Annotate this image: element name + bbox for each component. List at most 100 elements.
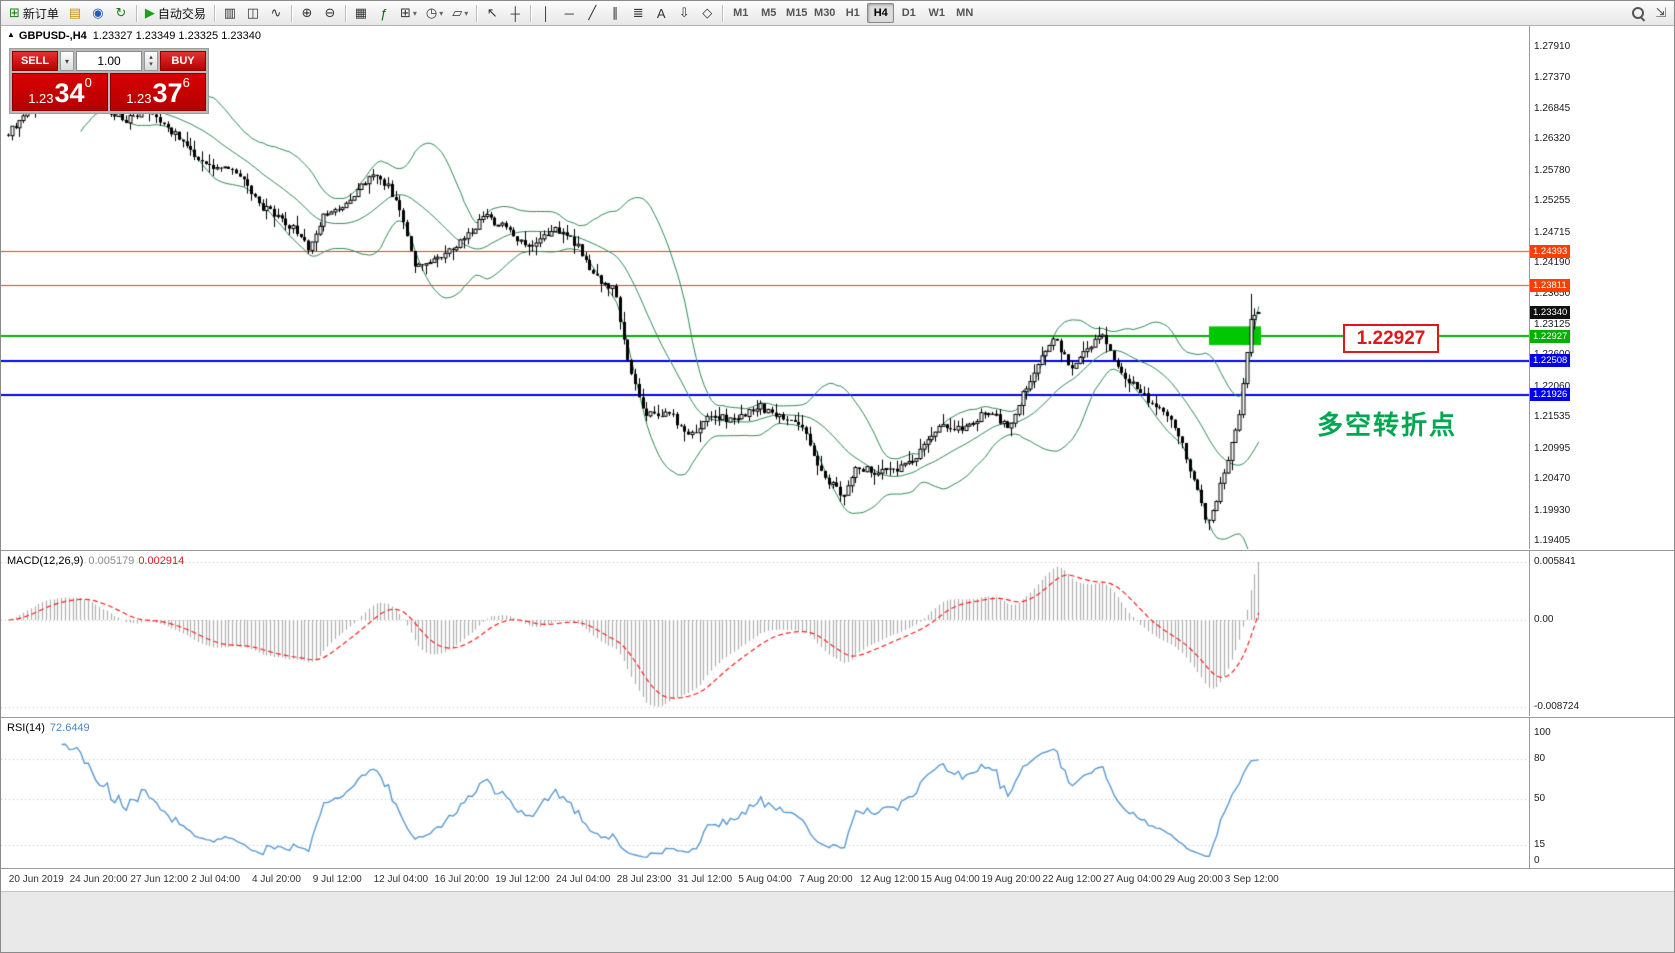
bar-chart-button[interactable]: ▥ bbox=[219, 3, 241, 24]
caret-down-icon[interactable]: ▾ bbox=[412, 8, 417, 18]
turning-point-note[interactable]: 多空转折点 bbox=[1317, 410, 1458, 440]
arrows-button[interactable]: ⇩ bbox=[673, 3, 695, 24]
autotrade-button[interactable]: ▶ 自动交易 bbox=[141, 3, 210, 24]
indicators-button[interactable]: ƒ bbox=[373, 3, 395, 24]
rsi-scale-label: 0 bbox=[1534, 855, 1540, 866]
toolbar-separator bbox=[344, 4, 346, 22]
timeframe-D1[interactable]: D1 bbox=[901, 7, 916, 19]
price-chart-panel[interactable]: ▲ GBPUSD-,H4 1.23327 1.23349 1.23325 1.233… bbox=[1, 26, 1674, 549]
macd-panel[interactable]: MACD(12,26,9) 0.005179 0.002914 0.005841 0.… bbox=[1, 550, 1674, 717]
timeframe-W1[interactable]: W1 bbox=[928, 7, 945, 19]
trendline-button[interactable]: ╱ bbox=[581, 3, 603, 24]
caret-down-icon[interactable]: ▾ bbox=[464, 8, 469, 18]
vertical-line-button[interactable]: │ bbox=[535, 3, 557, 24]
template-button[interactable]: ▱ ▾ bbox=[448, 3, 472, 24]
symbol-info: ▲ GBPUSD-,H4 1.23327 1.23349 1.23325 1.233… bbox=[7, 30, 261, 42]
timeframe-H1[interactable]: H1 bbox=[845, 7, 860, 19]
price-scale[interactable]: 1.27910 1.27370 1.26845 1.26320 1.25780 1.252… bbox=[1529, 26, 1674, 549]
price-label: 1.26320 bbox=[1534, 133, 1571, 145]
chart-profiles-button[interactable]: ▤ bbox=[64, 3, 86, 24]
rsi-canvas[interactable] bbox=[1, 718, 1529, 869]
price-label: 1.20470 bbox=[1534, 473, 1571, 485]
toolbar-separator bbox=[722, 4, 724, 22]
time-label: 22 Aug 12:00 bbox=[1042, 874, 1102, 885]
price-label: 1.27910 bbox=[1534, 41, 1571, 52]
price-label: 1.19930 bbox=[1534, 504, 1571, 516]
caret-down-icon[interactable]: ▾ bbox=[439, 8, 444, 18]
autotrade-button-label: 自动交易 bbox=[157, 6, 206, 21]
time-label: 24 Jul 04:00 bbox=[556, 874, 611, 885]
rsi-panel[interactable]: RSI(14) 72.6449 100 80 50 15 0 bbox=[1, 717, 1674, 869]
sell-price-button[interactable]: 1.23 34 0 bbox=[12, 73, 108, 111]
timeframe-M1[interactable]: M1 bbox=[733, 7, 749, 19]
time-label: 19 Aug 20:00 bbox=[981, 874, 1041, 885]
macd-header: MACD(12,26,9) 0.005179 0.002914 bbox=[7, 555, 185, 567]
rsi-scale-label: 100 bbox=[1534, 727, 1551, 738]
period-icon: ◷ bbox=[425, 5, 438, 20]
volume-stepper[interactable]: ▴ ▾ bbox=[144, 51, 158, 71]
shapes-icon: ◇ bbox=[702, 5, 713, 20]
sell-button[interactable]: SELL bbox=[12, 51, 58, 71]
crosshair-icon: ┼ bbox=[510, 5, 520, 21]
new-chart-button[interactable]: ⊞ ▾ bbox=[396, 3, 421, 24]
caret-down-icon: ▾ bbox=[64, 56, 69, 66]
time-label: 28 Jul 23:00 bbox=[616, 874, 672, 885]
buy-button[interactable]: BUY bbox=[160, 51, 206, 71]
price-chart-canvas[interactable] bbox=[1, 26, 1529, 549]
timeframe-H4[interactable]: H4 bbox=[867, 3, 895, 23]
buy-price-button[interactable]: 1.23 37 6 bbox=[110, 73, 206, 111]
zoom-in-button[interactable]: ⊕ bbox=[296, 3, 318, 24]
sell-options-dropdown[interactable]: ▾ bbox=[60, 51, 74, 71]
toolbar: ⊞ 新订单 ▤ ◉ ↻ ▶ 自动交易 ▥ ◫ ∿ ⊕ ⊖ ▦ ƒ ⊞ ▾ ◷ ▾ ▱ ▾ ↖ ┼ │ ─ ╱ ∥ ≣ A ⇩ ◇ M1 M5 M… bbox=[1, 1, 1674, 26]
spin-up-icon[interactable]: ▴ bbox=[149, 54, 153, 61]
macd-scale[interactable]: 0.005841 0.00 -0.008724 bbox=[1529, 551, 1674, 716]
candlestick-chart-button[interactable]: ◫ bbox=[242, 3, 264, 24]
time-label: 4 Jul 20:00 bbox=[252, 874, 301, 885]
crosshair-button[interactable]: ┼ bbox=[504, 3, 526, 24]
refresh-button[interactable]: ↻ bbox=[110, 3, 132, 24]
timeframe-M15[interactable]: M15 bbox=[786, 7, 808, 19]
channel-button[interactable]: ∥ bbox=[604, 3, 626, 24]
price-label: 1.23650 bbox=[1534, 288, 1571, 300]
timeframe-M5[interactable]: M5 bbox=[761, 7, 777, 19]
macd-scale-label: 0.005841 bbox=[1534, 555, 1576, 567]
tile-windows-button[interactable]: ▦ bbox=[350, 3, 372, 24]
price-tag: 1.24393 bbox=[1530, 244, 1571, 258]
ohlc-values: 1.23327 1.23349 1.23325 1.23340 bbox=[92, 30, 261, 42]
price-callout[interactable]: 1.22927 bbox=[1343, 324, 1439, 353]
spin-down-icon[interactable]: ▾ bbox=[149, 61, 153, 68]
market-watch-button[interactable]: ◉ bbox=[87, 3, 109, 24]
time-label: 2 Jul 04:00 bbox=[191, 874, 241, 885]
toolbar-separator bbox=[476, 4, 478, 22]
time-axis[interactable]: 20 Jun 2019 24 Jun 20:00 27 Jun 12:00 2 Jul… bbox=[1, 868, 1674, 891]
text-button[interactable]: A bbox=[650, 3, 672, 24]
price-label: 1.19405 bbox=[1534, 535, 1571, 546]
line-chart-icon: ∿ bbox=[270, 5, 282, 20]
rsi-scale[interactable]: 100 80 50 15 0 bbox=[1529, 718, 1674, 868]
template-icon: ▱ bbox=[452, 5, 463, 20]
fibonacci-button[interactable]: ≣ bbox=[627, 3, 649, 24]
cursor-button[interactable]: ↖ bbox=[481, 3, 503, 24]
new-chart-icon: ⊞ bbox=[399, 5, 411, 20]
scroll-to-end-button[interactable]: ⇲ bbox=[1650, 3, 1672, 24]
horizontal-line-button[interactable]: ─ bbox=[558, 3, 580, 24]
shapes-button[interactable]: ◇ bbox=[696, 3, 718, 24]
time-label: 7 Aug 20:00 bbox=[799, 874, 853, 885]
volume-field[interactable]: 1.00 bbox=[76, 51, 142, 71]
price-label: 1.27370 bbox=[1534, 72, 1571, 84]
time-label: 9 Jul 12:00 bbox=[312, 874, 362, 885]
price-label: 1.24715 bbox=[1534, 226, 1571, 238]
arrows-icon: ⇩ bbox=[678, 5, 690, 20]
zoom-out-button[interactable]: ⊖ bbox=[319, 3, 341, 24]
period-button[interactable]: ◷ ▾ bbox=[422, 3, 447, 24]
timeframe-M30[interactable]: M30 bbox=[814, 7, 836, 19]
macd-canvas[interactable] bbox=[1, 551, 1529, 717]
timeframe-MN[interactable]: MN bbox=[956, 7, 974, 19]
search-button[interactable] bbox=[1627, 3, 1649, 24]
time-label: 16 Jul 20:00 bbox=[434, 874, 489, 885]
line-chart-button[interactable]: ∿ bbox=[265, 3, 287, 24]
one-click-toggle-icon[interactable]: ▲ bbox=[7, 30, 15, 39]
price-label: 1.22060 bbox=[1534, 380, 1571, 392]
new-order-button[interactable]: ⊞ 新订单 bbox=[5, 3, 63, 24]
bar-chart-icon: ▥ bbox=[223, 5, 237, 20]
